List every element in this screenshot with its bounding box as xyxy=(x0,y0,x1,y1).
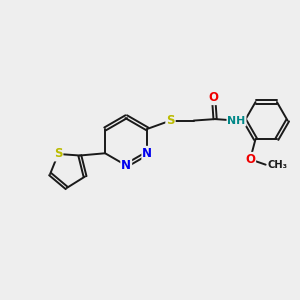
Text: S: S xyxy=(54,148,62,160)
Text: O: O xyxy=(245,153,255,166)
Text: NH: NH xyxy=(227,116,246,126)
Text: N: N xyxy=(142,147,152,160)
Text: O: O xyxy=(208,91,219,104)
Text: CH₃: CH₃ xyxy=(267,160,287,170)
Text: S: S xyxy=(166,114,175,127)
Text: N: N xyxy=(121,159,131,172)
